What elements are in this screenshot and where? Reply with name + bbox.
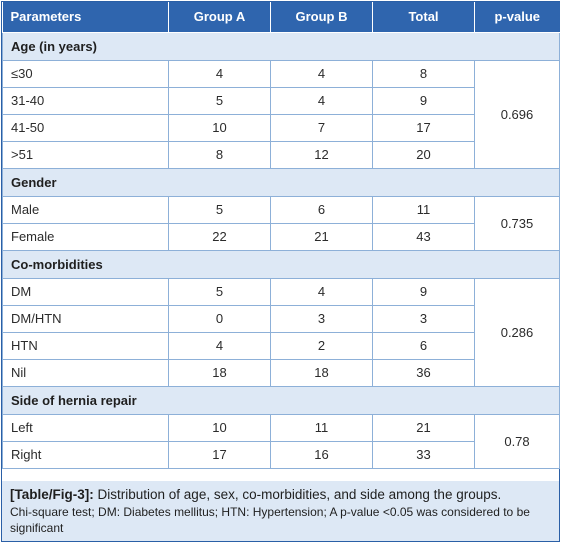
table-row: Female 22 21 43: [2, 222, 560, 251]
group-a-cell: 4: [168, 331, 271, 360]
section-row: Gender: [2, 167, 560, 197]
group-b-cell: 3: [270, 304, 373, 333]
row-parameter-cell: Nil: [2, 358, 169, 387]
caption-figure-id: [Table/Fig-3]:: [10, 487, 94, 502]
group-b-cell: 4: [270, 277, 373, 306]
header-group-a: Group A: [168, 2, 271, 33]
table-body: Age (in years) ≤30 4 4 8 0.696 31-40 5 4 9 41-50 10…: [2, 31, 560, 469]
group-a-cell: 5: [168, 86, 271, 115]
group-b-cell: 4: [270, 59, 373, 88]
table-row: DM 5 4 9 0.286: [2, 277, 560, 387]
table-row: ≤30 4 4 8 0.696: [2, 59, 560, 169]
row-parameter-cell: Female: [2, 222, 169, 251]
table-row: 31-40 5 4 9: [2, 86, 560, 115]
section-row: Side of hernia repair: [2, 385, 560, 415]
group-a-cell: 17: [168, 440, 271, 469]
total-cell: 43: [372, 222, 475, 251]
row-parameter-cell: ≤30: [2, 59, 169, 88]
group-b-cell: 11: [270, 413, 373, 442]
table-row: 41-50 10 7 17: [2, 113, 560, 142]
header-total: Total: [372, 2, 475, 33]
group-a-cell: 10: [168, 413, 271, 442]
p-value-cell: 0.78: [474, 413, 560, 469]
total-cell: 11: [372, 195, 475, 224]
row-parameter-cell: 41-50: [2, 113, 169, 142]
caption-notes: Chi-square test; DM: Diabetes mellitus; …: [10, 505, 530, 535]
table-row: Nil 18 18 36: [2, 358, 560, 387]
total-cell: 21: [372, 413, 475, 442]
group-b-cell: 18: [270, 358, 373, 387]
table-row: DM/HTN 0 3 3: [2, 304, 560, 333]
group-a-cell: 4: [168, 59, 271, 88]
group-a-cell: 0: [168, 304, 271, 333]
row-parameter-cell: >51: [2, 140, 169, 169]
section-title: Co-morbidities: [2, 249, 560, 279]
total-cell: 9: [372, 277, 475, 306]
caption-title: Distribution of age, sex, co-morbidities…: [97, 487, 502, 502]
group-b-cell: 7: [270, 113, 373, 142]
table-caption: [Table/Fig-3]: Distribution of age, sex,…: [2, 481, 559, 541]
group-b-cell: 4: [270, 86, 373, 115]
table-row: HTN 4 2 6: [2, 331, 560, 360]
row-parameter-cell: 31-40: [2, 86, 169, 115]
table-row: Left 10 11 21 0.78: [2, 413, 560, 469]
data-table: Parameters Group A Group B Total p-value…: [2, 2, 560, 469]
row-parameter-cell: Right: [2, 440, 169, 469]
group-a-cell: 22: [168, 222, 271, 251]
p-value-cell: 0.735: [474, 195, 560, 251]
total-cell: 33: [372, 440, 475, 469]
row-parameter-cell: DM: [2, 277, 169, 306]
section-title: Age (in years): [2, 31, 560, 61]
section-title: Gender: [2, 167, 560, 197]
row-parameter-cell: Left: [2, 413, 169, 442]
total-cell: 36: [372, 358, 475, 387]
group-a-cell: 5: [168, 195, 271, 224]
group-a-cell: 5: [168, 277, 271, 306]
row-parameter-cell: DM/HTN: [2, 304, 169, 333]
total-cell: 17: [372, 113, 475, 142]
total-cell: 6: [372, 331, 475, 360]
group-b-cell: 12: [270, 140, 373, 169]
total-cell: 9: [372, 86, 475, 115]
group-b-cell: 2: [270, 331, 373, 360]
group-a-cell: 10: [168, 113, 271, 142]
row-parameter-cell: Male: [2, 195, 169, 224]
group-b-cell: 6: [270, 195, 373, 224]
group-b-cell: 21: [270, 222, 373, 251]
section-row: Co-morbidities: [2, 249, 560, 279]
header-parameters: Parameters: [2, 2, 169, 33]
row-parameter-cell: HTN: [2, 331, 169, 360]
p-value-cell: 0.696: [474, 59, 560, 169]
total-cell: 3: [372, 304, 475, 333]
p-value-cell: 0.286: [474, 277, 560, 387]
section-title: Side of hernia repair: [2, 385, 560, 415]
section-row: Age (in years): [2, 31, 560, 61]
header-row: Parameters Group A Group B Total p-value: [2, 2, 560, 33]
total-cell: 20: [372, 140, 475, 169]
total-cell: 8: [372, 59, 475, 88]
group-a-cell: 8: [168, 140, 271, 169]
group-a-cell: 18: [168, 358, 271, 387]
table-row: >51 8 12 20: [2, 140, 560, 169]
header-p-value: p-value: [474, 2, 560, 33]
table-row: Right 17 16 33: [2, 440, 560, 469]
table-row: Male 5 6 11 0.735: [2, 195, 560, 251]
group-b-cell: 16: [270, 440, 373, 469]
header-group-b: Group B: [270, 2, 373, 33]
